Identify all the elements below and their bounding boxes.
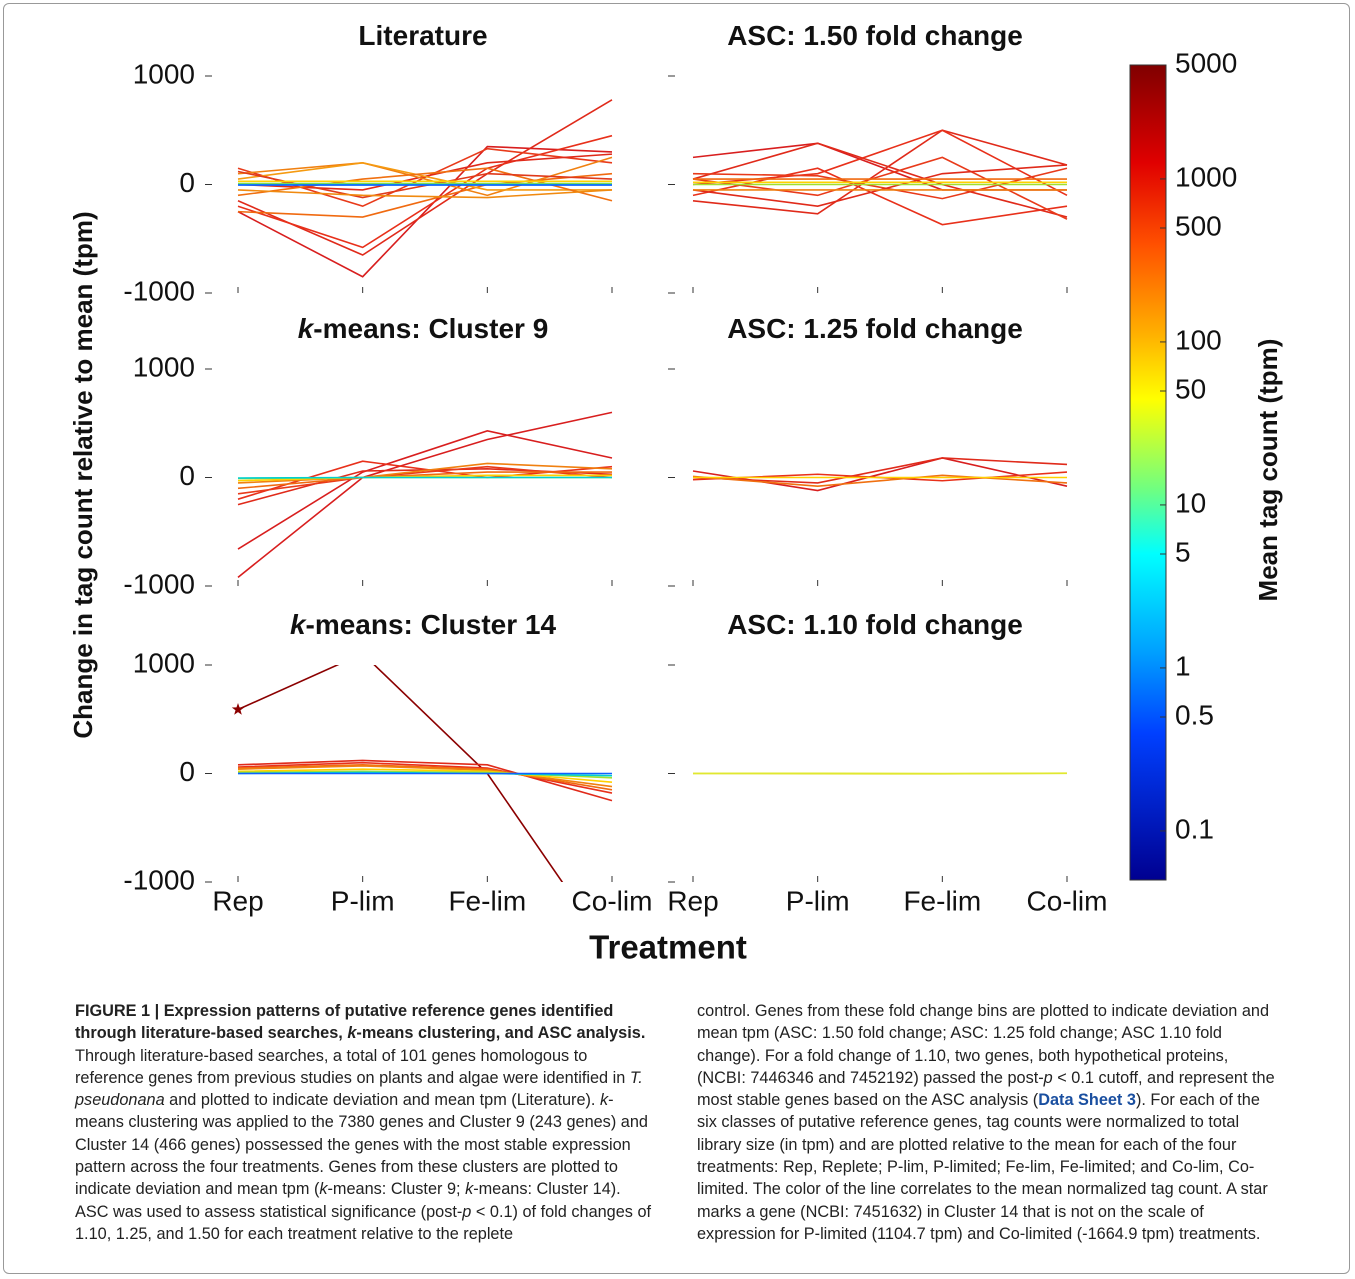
data-line	[237, 759, 613, 802]
figure: Change in tag count relative to mean (tp…	[68, 20, 1283, 966]
x-tick-label: P-lim	[331, 885, 395, 916]
title-run: -means: Cluster 14	[306, 609, 557, 640]
y-tick-label: 1000	[133, 58, 195, 89]
colorbar-tick-label: 0.1	[1175, 813, 1214, 844]
data-line	[237, 161, 612, 191]
x-tick-label: Rep	[212, 885, 263, 916]
data-line	[237, 189, 613, 199]
caption-run: < 0.1) of fold changes of 1.10, 1.25, an…	[75, 1202, 652, 1243]
colorbar-tick-label: 5	[1175, 536, 1191, 567]
data-line	[237, 411, 613, 578]
colorbar-tick-label: 1	[1175, 650, 1191, 681]
colorbar-tick-label: 50	[1175, 373, 1206, 404]
data-line	[692, 457, 1068, 484]
y-tick-label: -1000	[123, 568, 195, 599]
colorbar-tick-label: 0.5	[1175, 699, 1214, 730]
panel-title: ASC: 1.25 fold change	[727, 313, 1023, 344]
data-line	[237, 474, 612, 482]
caption-run: Through literature-based searches, a tot…	[75, 1046, 630, 1087]
caption-run: k	[599, 1091, 609, 1110]
data-line	[237, 430, 613, 550]
data-line	[237, 134, 613, 249]
x-tick-label: Co-lim	[1027, 885, 1108, 916]
caption-run: -means: Cluster 14). ASC was used to ass…	[75, 1180, 621, 1221]
caption-run: p	[1043, 1068, 1053, 1087]
data-line	[692, 457, 1068, 492]
caption-right: control. Genes from these fold change bi…	[697, 1000, 1275, 1245]
caption-run: k	[347, 1024, 357, 1043]
title-run: k	[290, 609, 307, 640]
y-tick-label: 0	[179, 167, 195, 198]
caption-run: -means clustering, and ASC analysis.	[356, 1024, 646, 1043]
caption-run: control. Genes from these fold change bi…	[697, 1002, 1270, 1087]
data-line	[692, 474, 1068, 487]
caption-run: k	[319, 1180, 328, 1199]
y-tick-label: 1000	[133, 647, 195, 678]
panel-title: k-means: Cluster 14	[290, 609, 557, 640]
y-tick-label: 1000	[133, 351, 195, 382]
caption-run: -means clustering was applied to the 738…	[75, 1091, 648, 1199]
panel-title: ASC: 1.10 fold change	[727, 609, 1023, 640]
data-line	[237, 145, 613, 278]
y-tick-label: 0	[179, 460, 195, 491]
x-tick-label: P-lim	[786, 885, 850, 916]
colorbar	[1129, 64, 1167, 881]
x-tick-label: Fe-lim	[903, 885, 981, 916]
y-axis-label: Change in tag count relative to mean (tp…	[68, 211, 98, 738]
colorbar-tick-label: 500	[1175, 210, 1222, 241]
caption-run: Data Sheet 3	[1038, 1091, 1136, 1110]
data-line	[237, 764, 613, 791]
data-line	[237, 665, 564, 882]
colorbar-tick-label: 5000	[1175, 47, 1237, 78]
figure-frame	[3, 3, 1350, 1274]
caption-run: and plotted to indicate deviation and me…	[164, 1091, 600, 1110]
caption-run: p	[462, 1202, 472, 1221]
panel-title: k-means: Cluster 9	[298, 313, 549, 344]
data-line	[692, 142, 1068, 218]
data-line	[692, 129, 1068, 215]
data-line	[237, 768, 613, 783]
caption-run: -means: Cluster 9;	[327, 1180, 466, 1199]
y-tick-label: -1000	[123, 864, 195, 895]
colorbar-tick-label: 1000	[1175, 161, 1237, 192]
caption-run: FIGURE 1 | Expression patterns of putati…	[75, 1002, 614, 1043]
caption-left: FIGURE 1 | Expression patterns of putati…	[75, 1000, 653, 1245]
caption-run: ). For each of the six classes of putati…	[697, 1091, 1268, 1243]
data-line	[237, 471, 612, 490]
x-tick-label: Fe-lim	[448, 885, 526, 916]
y-tick-label: -1000	[123, 275, 195, 306]
caption-run: T. pseudonana	[75, 1068, 643, 1110]
data-line	[237, 476, 612, 479]
y-tick-label: 0	[179, 756, 195, 787]
data-line	[692, 167, 1068, 200]
panel-title: ASC: 1.50 fold change	[727, 20, 1023, 51]
star-marker	[231, 703, 245, 715]
caption-run: < 0.1 cutoff, and represent the most sta…	[697, 1068, 1275, 1110]
x-axis-label: Treatment	[589, 929, 747, 966]
caption-run: k	[465, 1180, 474, 1199]
data-line	[237, 761, 613, 794]
data-line	[237, 462, 613, 484]
title-run: k	[298, 313, 315, 344]
x-tick-label: Rep	[667, 885, 718, 916]
title-run: Literature	[358, 20, 487, 51]
data-line	[237, 99, 613, 256]
data-line	[237, 172, 613, 218]
data-line	[237, 765, 613, 788]
title-run: ASC: 1.25 fold change	[727, 313, 1023, 344]
title-run: ASC: 1.50 fold change	[727, 20, 1023, 51]
title-run: ASC: 1.10 fold change	[727, 609, 1023, 640]
colorbar-tick-label: 100	[1175, 324, 1222, 355]
data-line	[692, 156, 1068, 220]
colorbar-tick-label: 10	[1175, 487, 1206, 518]
panel-title: Literature	[358, 20, 487, 51]
colorbar-label: Mean tag count (tpm)	[1253, 339, 1283, 602]
x-tick-label: Co-lim	[572, 885, 653, 916]
title-run: -means: Cluster 9	[313, 313, 548, 344]
